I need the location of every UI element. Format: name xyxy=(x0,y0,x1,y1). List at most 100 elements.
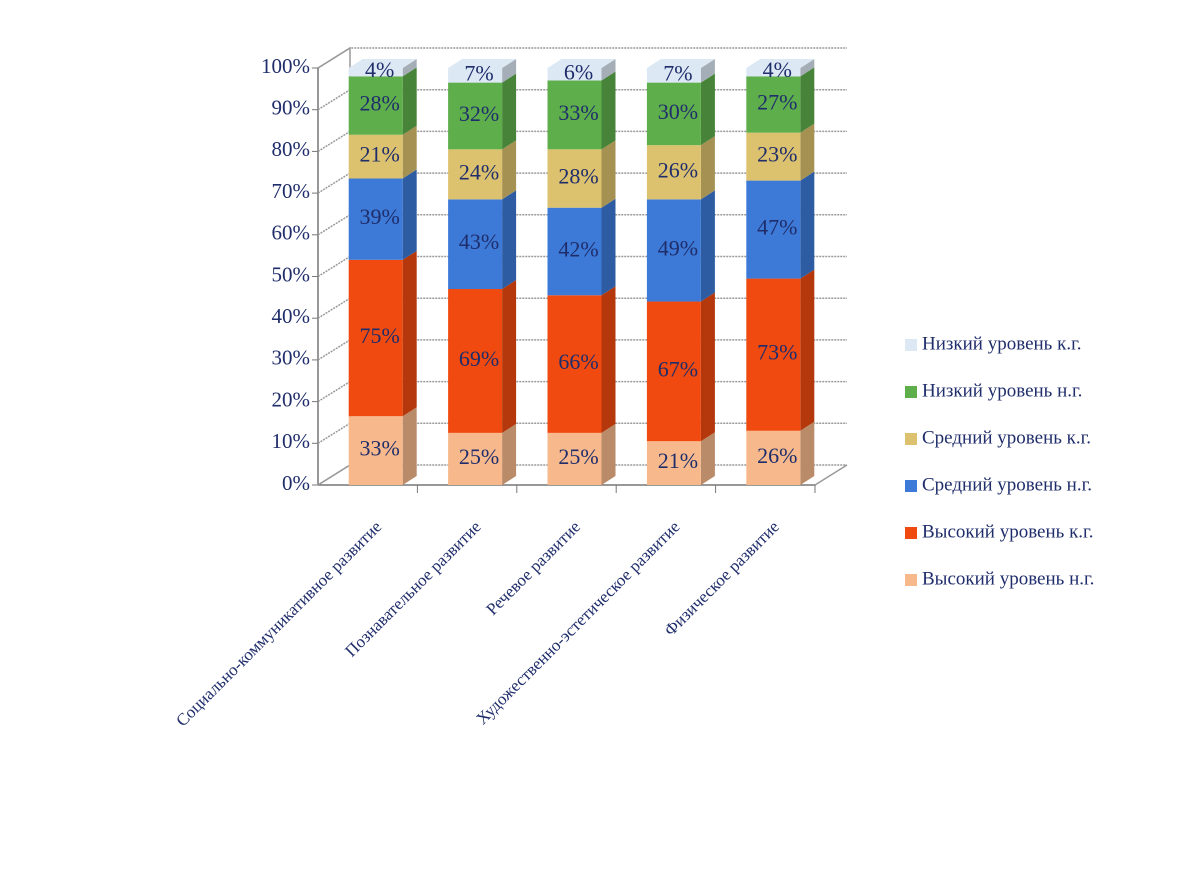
bar-segment xyxy=(448,432,503,485)
bar-segment xyxy=(547,80,602,150)
bar-segment xyxy=(547,432,602,485)
bar-side xyxy=(402,67,417,135)
data-label: 49% xyxy=(658,235,698,260)
data-label: 25% xyxy=(459,444,499,469)
data-label: 69% xyxy=(459,346,499,371)
bar-segment xyxy=(348,178,403,260)
y-tick-label: 20% xyxy=(272,387,311,411)
bar-side xyxy=(700,136,715,200)
bar-segment xyxy=(348,259,403,417)
bar-side xyxy=(700,190,715,302)
floor-edge xyxy=(814,464,848,486)
bar-side xyxy=(502,190,517,290)
bar-side xyxy=(502,423,517,485)
data-label: 43% xyxy=(459,229,499,254)
data-label: 32% xyxy=(459,101,499,126)
bar-segment xyxy=(746,76,801,133)
data-label: 4% xyxy=(365,57,394,82)
bar-top xyxy=(746,59,815,68)
bar-side xyxy=(402,59,417,77)
bar-segment xyxy=(646,301,701,442)
legend-swatch xyxy=(905,386,917,398)
data-label: 26% xyxy=(757,443,797,468)
y-tick-label: 10% xyxy=(272,429,311,453)
legend-swatch xyxy=(905,433,917,445)
data-label: 75% xyxy=(360,323,400,348)
data-label: 39% xyxy=(360,204,400,229)
bar-side xyxy=(402,125,417,179)
bar-segment xyxy=(746,278,801,431)
y-tick-label: 90% xyxy=(272,96,311,120)
bar-segment xyxy=(746,68,801,77)
legend-label: Высокий уровень н.г. xyxy=(922,568,1094,589)
data-label: 7% xyxy=(663,60,692,85)
legend-label: Высокий уровень к.г. xyxy=(922,521,1093,542)
bar-side xyxy=(402,407,417,485)
bar-side xyxy=(601,198,616,296)
data-label: 73% xyxy=(757,340,797,365)
data-label: 33% xyxy=(360,436,400,461)
bar-segment xyxy=(547,295,602,433)
data-label: 6% xyxy=(564,59,593,84)
y-tick-label: 30% xyxy=(272,346,311,370)
bar-side xyxy=(601,71,616,150)
bar-top xyxy=(547,59,616,68)
data-label: 25% xyxy=(558,444,598,469)
bar-segment xyxy=(448,82,503,150)
bar-top xyxy=(348,59,417,68)
x-tick-label: Художественно-эстетическое развитие xyxy=(472,517,683,728)
bar-side xyxy=(402,250,417,417)
bar-segment xyxy=(547,207,602,296)
data-label: 42% xyxy=(558,237,598,262)
data-label: 28% xyxy=(558,164,598,189)
bar-segment xyxy=(348,134,403,179)
bar-segment xyxy=(646,68,701,83)
legend-label: Средний уровень к.г. xyxy=(922,427,1091,448)
bar-side xyxy=(800,123,815,181)
y-tick-label: 50% xyxy=(272,262,311,286)
bar-segment xyxy=(547,149,602,208)
bar-segment xyxy=(348,76,403,135)
y-tick-label: 70% xyxy=(272,179,311,203)
bar-side xyxy=(700,432,715,485)
data-label: 28% xyxy=(360,91,400,116)
data-label: 26% xyxy=(658,157,698,182)
bar-segment xyxy=(646,82,701,146)
bar-side xyxy=(700,59,715,83)
bar-segment xyxy=(646,199,701,302)
data-label: 47% xyxy=(757,215,797,240)
bar-top xyxy=(448,59,517,68)
bar-side xyxy=(800,421,815,485)
bar-side xyxy=(502,280,517,433)
y-tick-label: 40% xyxy=(272,304,311,328)
legend-label: Низкий уровень н.г. xyxy=(922,380,1082,401)
data-label: 4% xyxy=(763,57,792,82)
data-label: 7% xyxy=(464,60,493,85)
grid-line xyxy=(317,47,847,69)
bar-segment xyxy=(646,441,701,485)
legend-label: Низкий уровень к.г. xyxy=(922,333,1081,354)
bar-side xyxy=(700,292,715,442)
legend-swatch xyxy=(905,574,917,586)
bar-side xyxy=(800,269,815,431)
legend-swatch xyxy=(905,480,917,492)
bar-side xyxy=(601,140,616,208)
data-label: 21% xyxy=(658,448,698,473)
bar-segment xyxy=(448,68,503,83)
bar-side xyxy=(800,59,815,77)
y-tick-label: 100% xyxy=(261,54,310,78)
bar-segment xyxy=(547,68,602,81)
bar-side xyxy=(601,423,616,485)
x-tick-label: Речевое развитие xyxy=(482,517,584,619)
bar-side xyxy=(502,59,517,83)
data-label: 24% xyxy=(459,159,499,184)
bar-side xyxy=(800,171,815,279)
data-label: 67% xyxy=(658,356,698,381)
y-tick-label: 80% xyxy=(272,137,311,161)
bar-segment xyxy=(448,289,503,433)
bar-segment xyxy=(746,180,801,279)
bar-side xyxy=(402,169,417,260)
bar-segment xyxy=(448,199,503,290)
bar-side xyxy=(502,140,517,200)
